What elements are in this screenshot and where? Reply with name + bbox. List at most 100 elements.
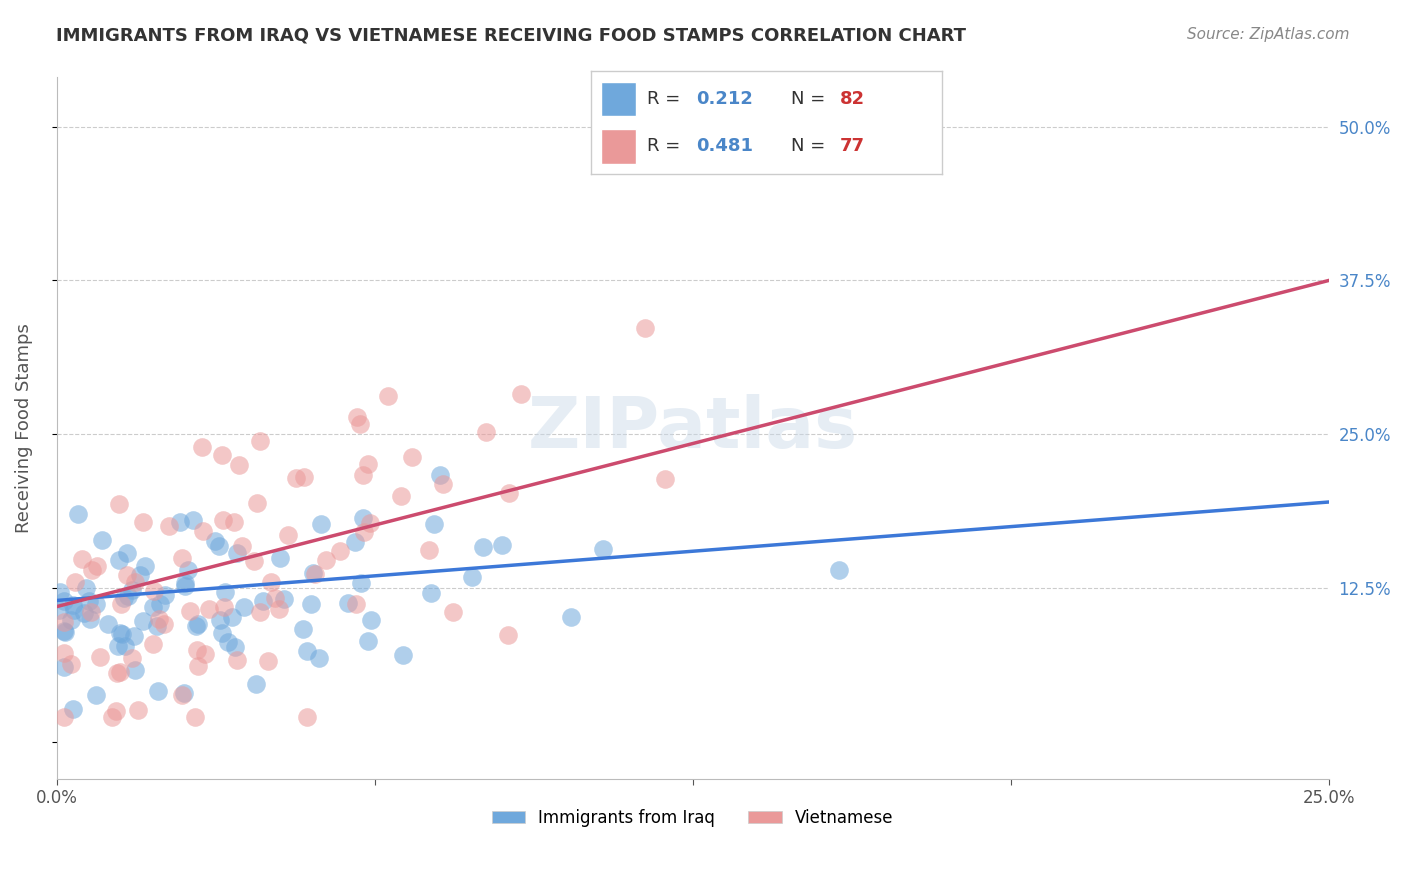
Point [73,606,96,620]
Point [114,640,136,654]
Point [246,496,269,510]
Point [357,634,380,648]
Point [91,533,114,547]
Point [214,585,236,599]
Point [224,640,246,654]
Point [80,605,103,619]
Point [149,597,172,611]
Point [174,576,197,591]
FancyBboxPatch shape [602,128,636,163]
Point [172,551,194,566]
Point [209,613,232,627]
Point [107,639,129,653]
Point [184,619,207,633]
Point [356,457,378,471]
Point [389,489,412,503]
Point [329,543,352,558]
Point [211,513,233,527]
Point [217,635,239,649]
Point [292,470,315,484]
Point [204,534,226,549]
Point [224,515,246,529]
Text: ZIPatlas: ZIPatlas [527,393,858,463]
Point [377,389,399,403]
Point [308,651,330,665]
Point [269,550,291,565]
Point [79,612,101,626]
Point [49,585,72,599]
Point [53,593,76,607]
Point [110,626,132,640]
Point [498,486,520,500]
Text: 77: 77 [839,137,865,155]
Point [152,616,174,631]
Point [295,644,318,658]
Point [127,703,149,717]
Text: 0.481: 0.481 [696,137,754,155]
Text: R =: R = [647,90,686,108]
Point [634,321,657,335]
Text: Source: ZipAtlas.com: Source: ZipAtlas.com [1187,27,1350,42]
Point [53,710,76,724]
Point [349,417,371,432]
Point [132,614,155,628]
Point [173,579,195,593]
Point [67,507,90,521]
Point [183,710,205,724]
Point [177,563,200,577]
Text: 0.212: 0.212 [696,90,752,108]
Point [110,597,132,611]
Point [193,524,215,539]
Point [181,513,204,527]
Point [187,659,209,673]
Point [267,602,290,616]
Point [84,597,107,611]
Point [311,516,333,531]
Point [245,677,267,691]
Point [654,471,676,485]
Point [110,626,132,640]
Point [257,654,280,668]
Point [112,591,135,606]
Point [491,538,513,552]
Point [221,610,243,624]
Point [353,524,375,539]
Point [214,599,236,614]
Point [343,535,366,549]
Text: N =: N = [790,137,831,155]
Point [142,600,165,615]
Point [352,510,374,524]
Point [70,552,93,566]
Text: IMMIGRANTS FROM IRAQ VS VIETNAMESE RECEIVING FOOD STAMPS CORRELATION CHART: IMMIGRANTS FROM IRAQ VS VIETNAMESE RECEI… [56,27,966,45]
Point [101,710,124,724]
Point [77,594,100,608]
Point [179,604,201,618]
Point [336,596,359,610]
Point [228,458,250,473]
Point [260,575,283,590]
Point [249,605,271,619]
Point [115,567,138,582]
Point [429,468,451,483]
Point [291,623,314,637]
Point [53,624,76,639]
Legend: Immigrants from Iraq, Vietnamese: Immigrants from Iraq, Vietnamese [485,803,900,834]
Point [59,657,82,671]
Point [131,515,153,529]
Point [60,613,83,627]
Text: 82: 82 [839,90,865,108]
Point [211,449,233,463]
Point [592,541,614,556]
Point [461,570,484,584]
Point [242,554,264,568]
Point [153,588,176,602]
Point [84,688,107,702]
Point [346,410,368,425]
Point [121,582,143,597]
Point [231,539,253,553]
Point [52,660,75,674]
Point [169,515,191,529]
Point [115,546,138,560]
Point [75,581,97,595]
Point [474,425,496,439]
